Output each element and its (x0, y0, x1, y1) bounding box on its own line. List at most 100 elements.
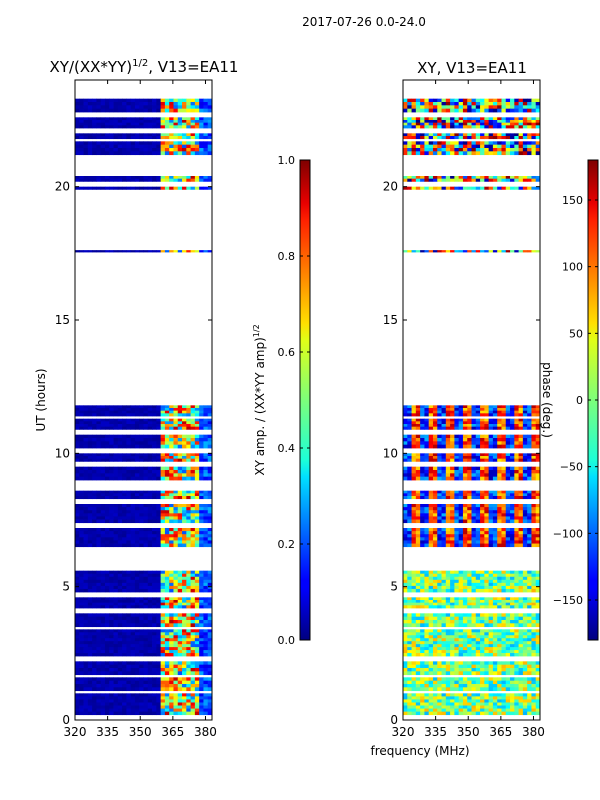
heatmap-cell (207, 597, 212, 601)
heatmap-cell (96, 108, 102, 113)
heatmap-cell (186, 711, 191, 716)
heatmap-cell (510, 623, 515, 628)
heatmap-cell (437, 702, 442, 706)
heatmap-cell (139, 151, 144, 156)
heatmap-cell (79, 453, 84, 457)
heatmap-cell (75, 250, 80, 253)
heatmap-cell (415, 456, 421, 460)
heatmap-cell (160, 711, 166, 716)
heatmap-cell (104, 684, 110, 688)
heatmap-cell (134, 410, 140, 414)
heatmap-cell (169, 176, 174, 180)
heatmap-cell (432, 647, 438, 651)
heatmap-cell (203, 711, 209, 716)
heatmap-cell (194, 588, 200, 593)
heatmap-cell (527, 711, 532, 716)
heatmap-cell (143, 602, 149, 606)
heatmap-cell (169, 653, 174, 657)
heatmap-cell (113, 684, 119, 688)
heatmap-cell (194, 543, 200, 548)
heatmap-cell (475, 473, 481, 478)
heatmap-cell (199, 444, 204, 449)
heatmap-cell (139, 638, 144, 642)
heatmap-cell (432, 629, 438, 633)
heatmap-cell (432, 543, 438, 548)
heatmap-cell (535, 680, 540, 685)
heatmap-cell (75, 410, 80, 414)
heatmap-cell (531, 458, 537, 462)
title-main: XY/(XX*YY) (50, 58, 133, 76)
heatmap-cell (190, 510, 196, 514)
heatmap-cell (415, 647, 421, 651)
heatmap-cell (420, 671, 425, 676)
heatmap-cell (160, 671, 166, 676)
heatmap-cell (104, 496, 110, 500)
heatmap-cell (92, 122, 97, 126)
heatmap-cell (194, 653, 200, 657)
heatmap-cell (428, 680, 434, 685)
heatmap-cell (87, 702, 93, 706)
heatmap-cell (186, 705, 191, 709)
heatmap-cell (173, 519, 179, 524)
heatmap-cell (475, 605, 481, 609)
heatmap-cell (415, 677, 421, 682)
heatmap-cell (420, 647, 425, 651)
heatmap-cell (441, 496, 447, 500)
heatmap-cell (510, 528, 515, 532)
heatmap-cell (92, 534, 97, 538)
heatmap-cell (467, 493, 472, 497)
heatmap-cell (475, 677, 481, 682)
heatmap-cell (122, 644, 127, 648)
heatmap-cell (152, 644, 157, 648)
heatmap-cell (535, 699, 540, 703)
heatmap-cell (518, 585, 524, 590)
heatmap-cell (411, 466, 417, 471)
heatmap-cell (505, 588, 511, 593)
heatmap-cell (79, 98, 84, 103)
heatmap-cell (501, 537, 507, 541)
heatmap-cell (441, 516, 447, 520)
heatmap-cell (164, 708, 170, 713)
heatmap-cell (92, 507, 97, 511)
heatmap-cell (497, 613, 502, 618)
heatmap-cell (117, 644, 123, 648)
heatmap-cell (182, 602, 187, 606)
heatmap-cell (199, 453, 204, 457)
heatmap-cell (126, 405, 132, 409)
heatmap-cell (535, 576, 540, 581)
heatmap-cell (164, 466, 170, 471)
heatmap-cell (441, 504, 447, 508)
heatmap-cell (96, 602, 102, 606)
heatmap-cell (75, 108, 80, 113)
heatmap-cell (147, 582, 153, 587)
heatmap-cell (514, 540, 519, 544)
heatmap-cell (109, 677, 114, 682)
heatmap-cell (420, 705, 425, 709)
heatmap-cell (117, 144, 123, 149)
heatmap-cell (518, 653, 524, 657)
heatmap-cell (492, 668, 498, 672)
heatmap-cell (535, 528, 540, 532)
heatmap-cell (497, 496, 502, 500)
heatmap-cell (432, 531, 438, 535)
heatmap-cell (454, 588, 460, 593)
heatmap-cell (186, 638, 191, 642)
heatmap-cell (87, 466, 93, 471)
heatmap-cell (169, 458, 174, 462)
heatmap-cell (87, 579, 93, 584)
heatmap-cell (531, 684, 537, 688)
heatmap-cell (475, 496, 481, 500)
heatmap-cell (527, 677, 532, 682)
heatmap-cell (139, 434, 144, 439)
heatmap-cell (169, 668, 174, 672)
heatmap-cell (113, 441, 119, 446)
heatmap-cell (92, 687, 97, 692)
heatmap-cell (420, 638, 425, 642)
heatmap-cell (83, 623, 89, 628)
heatmap-cell (450, 513, 455, 517)
heatmap-cell (104, 605, 110, 609)
heatmap-cell (454, 476, 460, 481)
heatmap-cell (186, 441, 191, 446)
heatmap-cell (169, 696, 174, 700)
heatmap-cell (190, 600, 196, 604)
